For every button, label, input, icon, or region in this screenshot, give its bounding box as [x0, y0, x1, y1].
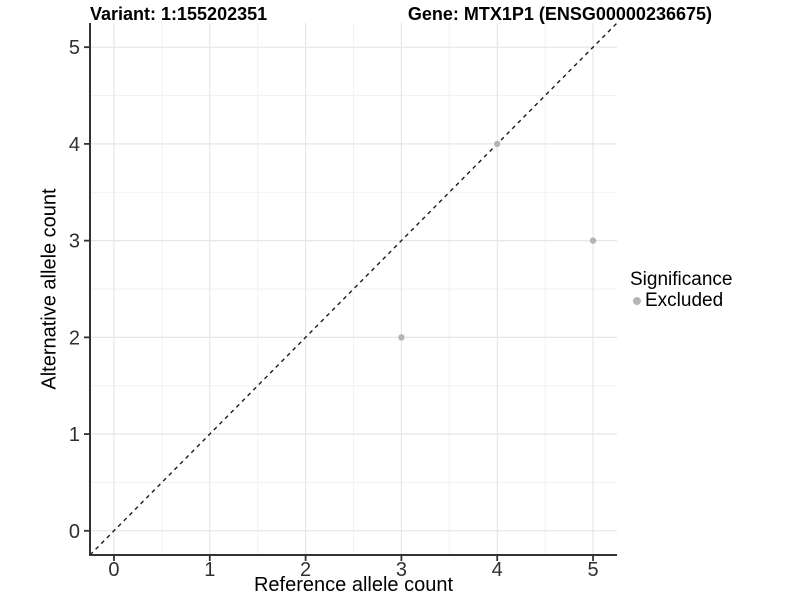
x-tick-label: 2	[300, 559, 311, 581]
y-tick-label: 4	[69, 134, 80, 156]
x-tick-label: 5	[587, 559, 598, 581]
legend-point-icon	[633, 297, 641, 305]
x-axis-title: Reference allele count	[253, 574, 453, 596]
x-tick-label: 4	[492, 559, 503, 581]
legend-item-excluded: Excluded	[630, 291, 732, 311]
legend-item-label: Excluded	[645, 290, 724, 311]
y-axis-title: Alternative allele count	[38, 188, 61, 390]
x-tick-label: 1	[204, 559, 215, 581]
legend: Significance Excluded	[630, 269, 732, 311]
x-tick-label: 3	[396, 559, 407, 581]
data-point	[494, 140, 501, 148]
legend-title: Significance	[630, 269, 733, 290]
y-tick-label: 5	[69, 37, 80, 59]
y-tick-label: 0	[69, 521, 80, 543]
variant-title: Variant: 1:155202351	[90, 4, 268, 24]
data-point	[589, 237, 597, 244]
y-tick-label: 2	[69, 327, 80, 349]
identity-line	[89, 22, 618, 556]
x-tick-label: 0	[108, 559, 119, 581]
data-point	[398, 334, 405, 341]
y-tick-label: 1	[69, 424, 80, 446]
gene-title: Gene: MTX1P1 (ENSG00000236675)	[407, 4, 712, 24]
y-tick-label: 3	[69, 231, 80, 253]
